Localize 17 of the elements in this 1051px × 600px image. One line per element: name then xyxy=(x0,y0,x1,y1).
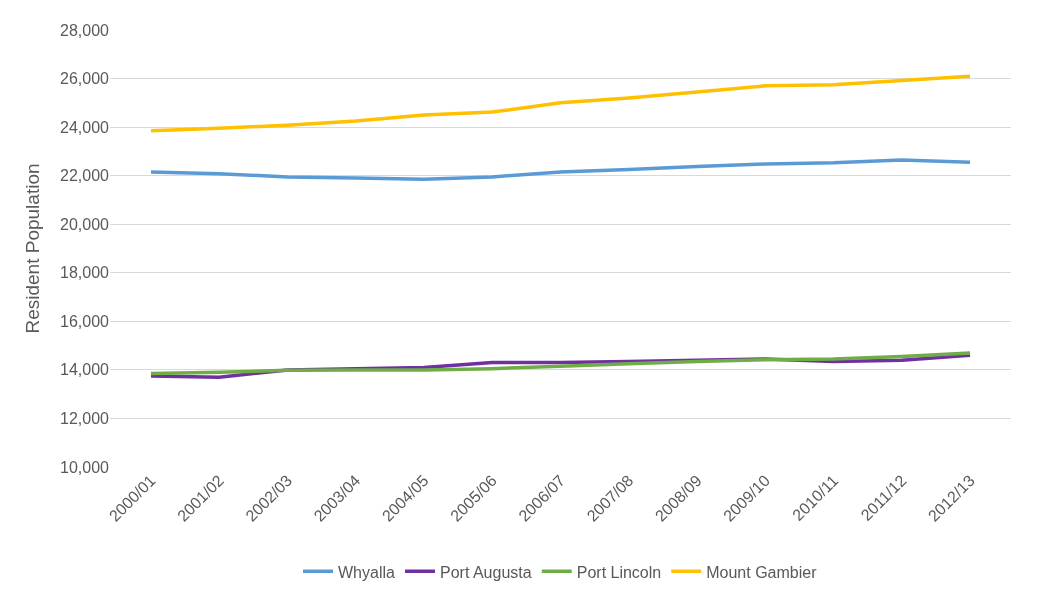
legend-label: Port Lincoln xyxy=(576,563,662,581)
legend-label: Mount Gambier xyxy=(706,563,818,581)
y-tick-label: 18,000 xyxy=(60,264,110,282)
y-tick-label: 28,000 xyxy=(60,21,110,39)
y-tick-label: 12,000 xyxy=(60,410,110,428)
line-series xyxy=(149,74,972,133)
line-series xyxy=(149,158,972,182)
legend-label: Port Augusta xyxy=(440,563,532,581)
legend-label: Whyalla xyxy=(338,563,396,581)
y-tick-label: 20,000 xyxy=(60,215,110,233)
y-axis-title: Resident Population xyxy=(21,163,43,334)
y-tick-label: 14,000 xyxy=(60,361,110,379)
y-tick-label: 10,000 xyxy=(60,458,110,476)
y-tick-label: 22,000 xyxy=(60,167,110,185)
y-tick-label: 26,000 xyxy=(60,70,110,88)
y-tick-label: 24,000 xyxy=(60,118,110,136)
y-tick-label: 16,000 xyxy=(60,312,110,330)
